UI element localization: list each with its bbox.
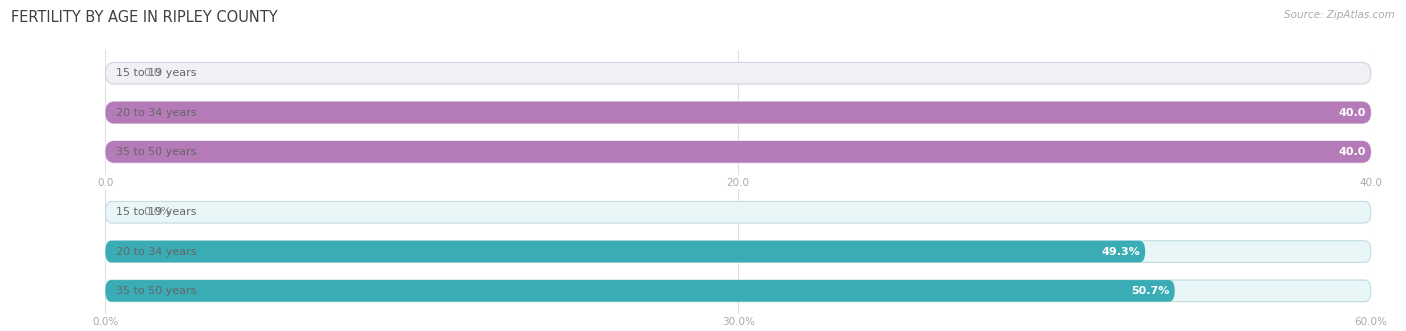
Text: 40.0: 40.0	[1339, 147, 1365, 157]
FancyBboxPatch shape	[105, 241, 1144, 262]
Text: 35 to 50 years: 35 to 50 years	[115, 286, 195, 296]
Text: 0.0: 0.0	[143, 68, 162, 78]
FancyBboxPatch shape	[105, 102, 1371, 123]
Text: 35 to 50 years: 35 to 50 years	[115, 147, 195, 157]
Text: 20 to 34 years: 20 to 34 years	[115, 247, 197, 257]
FancyBboxPatch shape	[105, 141, 1371, 163]
FancyBboxPatch shape	[105, 241, 1371, 262]
Text: FERTILITY BY AGE IN RIPLEY COUNTY: FERTILITY BY AGE IN RIPLEY COUNTY	[11, 10, 278, 25]
Text: 49.3%: 49.3%	[1101, 247, 1140, 257]
FancyBboxPatch shape	[105, 280, 1175, 302]
Text: Source: ZipAtlas.com: Source: ZipAtlas.com	[1284, 10, 1395, 20]
Text: 0.0%: 0.0%	[143, 207, 172, 217]
FancyBboxPatch shape	[105, 202, 1371, 223]
FancyBboxPatch shape	[105, 141, 1371, 163]
Text: 15 to 19 years: 15 to 19 years	[115, 68, 195, 78]
Text: 50.7%: 50.7%	[1132, 286, 1170, 296]
Text: 20 to 34 years: 20 to 34 years	[115, 108, 197, 118]
FancyBboxPatch shape	[105, 280, 1371, 302]
FancyBboxPatch shape	[105, 102, 1371, 123]
FancyBboxPatch shape	[105, 63, 1371, 84]
Text: 40.0: 40.0	[1339, 108, 1365, 118]
Text: 15 to 19 years: 15 to 19 years	[115, 207, 195, 217]
